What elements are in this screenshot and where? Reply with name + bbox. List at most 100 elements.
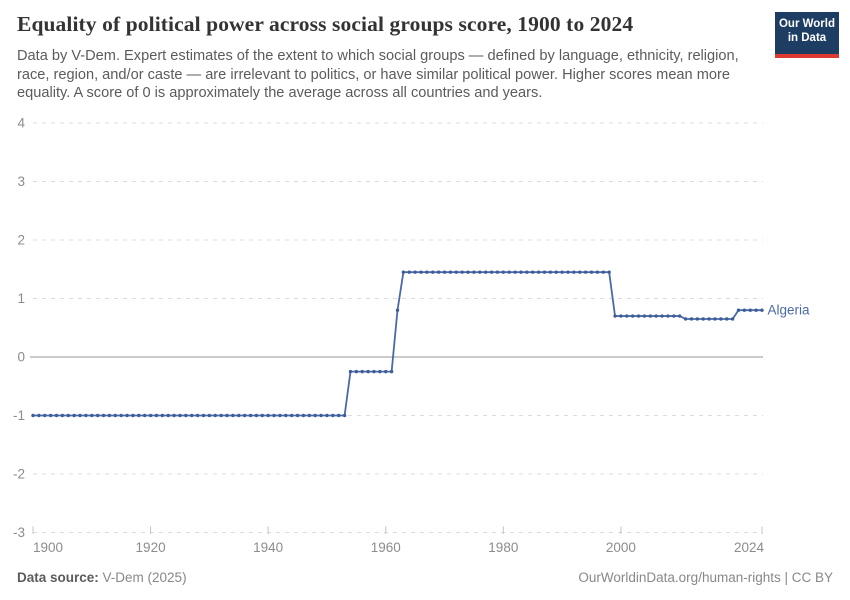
data-point[interactable] [701,317,705,321]
data-point[interactable] [231,413,235,418]
data-point[interactable] [148,413,153,418]
data-point[interactable] [448,270,453,274]
data-point[interactable] [636,314,641,318]
data-point[interactable] [407,270,411,274]
data-point[interactable] [154,413,159,418]
data-point[interactable] [131,413,135,418]
data-point[interactable] [337,413,341,418]
data-point[interactable] [519,270,523,274]
data-point[interactable] [289,413,294,418]
data-point[interactable] [301,413,306,418]
data-point[interactable] [442,270,447,274]
data-point[interactable] [525,270,529,274]
data-point[interactable] [389,369,394,374]
data-point[interactable] [366,369,370,374]
data-point[interactable] [284,413,288,418]
data-point[interactable] [143,413,147,418]
data-point[interactable] [683,317,688,321]
data-point[interactable] [601,270,605,274]
data-point[interactable] [730,317,735,321]
data-point[interactable] [454,270,458,274]
data-point[interactable] [84,413,88,418]
data-point[interactable] [548,270,553,274]
data-point[interactable] [354,369,359,374]
data-point[interactable] [378,369,382,374]
data-point[interactable] [342,413,347,418]
data-point[interactable] [178,413,182,418]
data-point[interactable] [295,413,300,418]
data-point[interactable] [313,413,317,418]
data-point[interactable] [242,413,247,418]
data-point[interactable] [190,413,194,418]
data-point[interactable] [760,308,764,312]
data-point[interactable] [713,317,717,321]
data-point[interactable] [54,413,59,418]
data-point[interactable] [101,413,106,418]
data-point[interactable] [425,270,429,274]
data-point[interactable] [707,317,711,321]
data-point[interactable] [237,413,241,418]
data-point[interactable] [248,413,253,418]
data-point[interactable] [483,270,488,274]
data-point[interactable] [436,270,441,274]
data-point[interactable] [736,308,741,312]
data-point[interactable] [513,270,517,274]
data-point[interactable] [431,270,435,274]
data-point[interactable] [613,314,617,318]
data-point[interactable] [630,314,635,318]
data-point[interactable] [107,413,112,418]
data-point[interactable] [213,413,217,418]
data-point[interactable] [254,413,259,418]
data-point[interactable] [748,308,752,312]
data-point[interactable] [384,369,388,374]
data-point[interactable] [119,413,123,418]
data-point[interactable] [125,413,129,418]
data-point[interactable] [589,270,594,274]
owid-logo[interactable]: Our World in Data [775,12,839,58]
data-point[interactable] [166,413,170,418]
data-point[interactable] [583,270,588,274]
data-point[interactable] [572,270,576,274]
data-point[interactable] [489,270,494,274]
data-point[interactable] [677,314,682,318]
data-point[interactable] [72,413,76,418]
data-point[interactable] [554,270,558,274]
data-point[interactable] [207,413,212,418]
data-point[interactable] [695,317,700,321]
data-point[interactable] [272,413,276,418]
data-point[interactable] [160,413,165,418]
data-point[interactable] [542,270,547,274]
data-point[interactable] [372,369,376,374]
data-point[interactable] [325,413,329,418]
data-point[interactable] [31,413,35,418]
data-point[interactable] [225,413,229,418]
data-point[interactable] [495,270,500,274]
data-point[interactable] [43,413,47,418]
data-point[interactable] [536,270,541,274]
series-line-algeria[interactable] [33,271,762,417]
data-point[interactable] [689,317,694,321]
data-point[interactable] [719,317,723,321]
data-point[interactable] [754,308,758,312]
data-point[interactable] [37,413,41,418]
data-point[interactable] [260,413,264,418]
data-point[interactable] [401,270,406,274]
data-point[interactable] [201,413,206,418]
data-point[interactable] [472,270,476,274]
data-point[interactable] [266,413,270,418]
data-point[interactable] [137,413,141,418]
data-point[interactable] [172,413,176,418]
data-point[interactable] [360,369,364,374]
data-point[interactable] [66,413,70,418]
data-point[interactable] [113,413,118,418]
data-point[interactable] [219,413,223,418]
data-point[interactable] [625,314,629,318]
data-point[interactable] [278,413,282,418]
data-point[interactable] [642,314,647,318]
data-point[interactable] [95,413,100,418]
data-point[interactable] [78,413,82,418]
series-label-algeria[interactable]: Algeria [768,303,811,318]
data-point[interactable] [531,270,535,274]
data-point[interactable] [319,413,323,418]
